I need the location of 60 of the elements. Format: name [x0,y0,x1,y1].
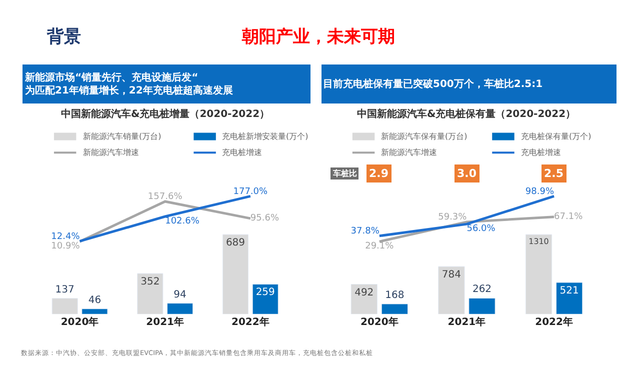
bar [556,282,583,314]
legend-label: 充电桩增速 [222,148,262,157]
x-tick-label: 2020年 [60,316,99,328]
text: 背景 [46,27,81,47]
chart-title: 中国新能源汽车&充电桩保有量（2020-2022） [357,108,576,120]
x-tick-label: 2022年 [535,316,573,328]
data-label: 259 [256,287,275,298]
text: 2.5 [544,167,564,180]
legend-label: 充电桩增速 [521,148,561,157]
bar [252,284,278,314]
chart-title: 中国新能源汽车&充电桩增量（2020-2022） [61,108,270,120]
bar [381,304,408,314]
data-label: 168 [385,290,404,301]
data-label: 492 [354,287,374,298]
bar [468,298,496,314]
data-label: 1310 [528,236,549,246]
chart-subtitle: 新能源市场“销量先行、充电设施后发“ 为匹配21年销量增长，22年充电桩超高速发展 [24,72,233,96]
data-label: 262 [472,284,492,296]
x-tick-label: 2021年 [448,316,486,328]
legend-label: 充电桩保有量(万个) [521,132,592,141]
data-label: 784 [442,270,461,281]
bar [438,266,465,314]
data-label: 37.8% [350,226,380,237]
data-label: 521 [560,285,579,296]
data-label: 137 [55,284,74,296]
bar [166,303,194,314]
bar [222,234,249,314]
data-label: 59.3% [438,212,468,223]
bar [52,298,78,314]
data-label: 29.1% [365,241,394,252]
x-tick-label: 2022年 [232,316,270,328]
data-label: 67.1% [554,212,584,222]
data-label: 102.6% [165,216,200,226]
data-label: 94 [174,289,186,300]
data-label: 689 [226,238,246,249]
legend-label: 新能源汽车增速 [83,148,139,157]
data-label: 56.0% [466,224,496,234]
text: 2.9 [369,167,388,180]
data-label: 95.6% [250,214,280,224]
text: 朝阳产业，未来可期 [241,27,395,47]
data-label: 98.9% [525,186,554,197]
legend-label: 充电桩新增安装量(万个) [222,132,308,141]
x-tick-label: 2020年 [360,316,398,328]
data-label: 157.6% [148,192,183,202]
data-label: 46 [88,294,102,306]
text: 车桩比 [332,169,357,178]
legend-label: 新能源汽车保有量(万台) [381,132,468,141]
data-label: 10.9% [51,241,80,252]
legend-label: 新能源汽车增速 [381,148,437,157]
text: 3.0 [457,167,477,180]
bar [525,234,552,314]
data-label: 177.0% [233,186,268,197]
x-tick-label: 2021年 [146,316,184,328]
data-label: 12.4% [51,232,80,242]
bar [350,284,378,314]
legend-label: 新能源汽车销量(万台) [83,132,162,141]
data-label: 352 [140,276,160,288]
chart-subtitle: 目前充电桩保有量已突破500万个，车桩比2.5:1 [323,78,543,90]
bar [82,308,108,314]
bar [137,273,164,314]
